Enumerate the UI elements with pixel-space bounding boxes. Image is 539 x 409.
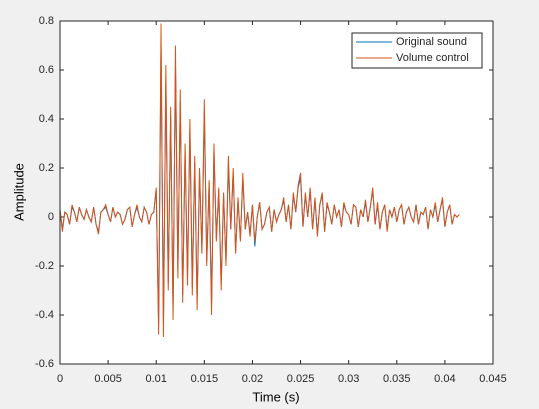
x-tick-label: 0.045 xyxy=(479,373,507,385)
x-tick-label: 0.01 xyxy=(146,373,167,385)
x-tick-label: 0.02 xyxy=(242,373,263,385)
legend-label: Volume control xyxy=(396,52,469,64)
x-tick-label: 0.04 xyxy=(434,373,455,385)
y-tick-label: 0 xyxy=(48,211,54,223)
plot-area xyxy=(60,21,493,364)
x-tick-label: 0 xyxy=(57,373,63,385)
y-tick-label: 0.8 xyxy=(39,15,54,27)
y-tick-label: -0.4 xyxy=(35,309,54,321)
y-tick-label: 0.4 xyxy=(39,113,54,125)
series-line xyxy=(59,23,460,338)
x-axis-label: Time (s) xyxy=(252,389,299,404)
y-tick-label: -0.6 xyxy=(35,358,54,370)
legend-box xyxy=(351,32,483,69)
y-axis-label: Amplitude xyxy=(11,163,26,221)
y-tick-label: -0.2 xyxy=(35,260,54,272)
y-tick-label: 0.2 xyxy=(39,162,54,174)
x-tick-label: 0.005 xyxy=(94,373,122,385)
legend-label: Original sound xyxy=(396,36,467,48)
axes-box xyxy=(59,20,494,365)
x-tick-label: 0.025 xyxy=(287,373,315,385)
x-tick-label: 0.035 xyxy=(383,373,411,385)
y-tick-label: 0.6 xyxy=(39,64,54,76)
x-tick-label: 0.03 xyxy=(338,373,359,385)
x-tick-label: 0.015 xyxy=(191,373,219,385)
